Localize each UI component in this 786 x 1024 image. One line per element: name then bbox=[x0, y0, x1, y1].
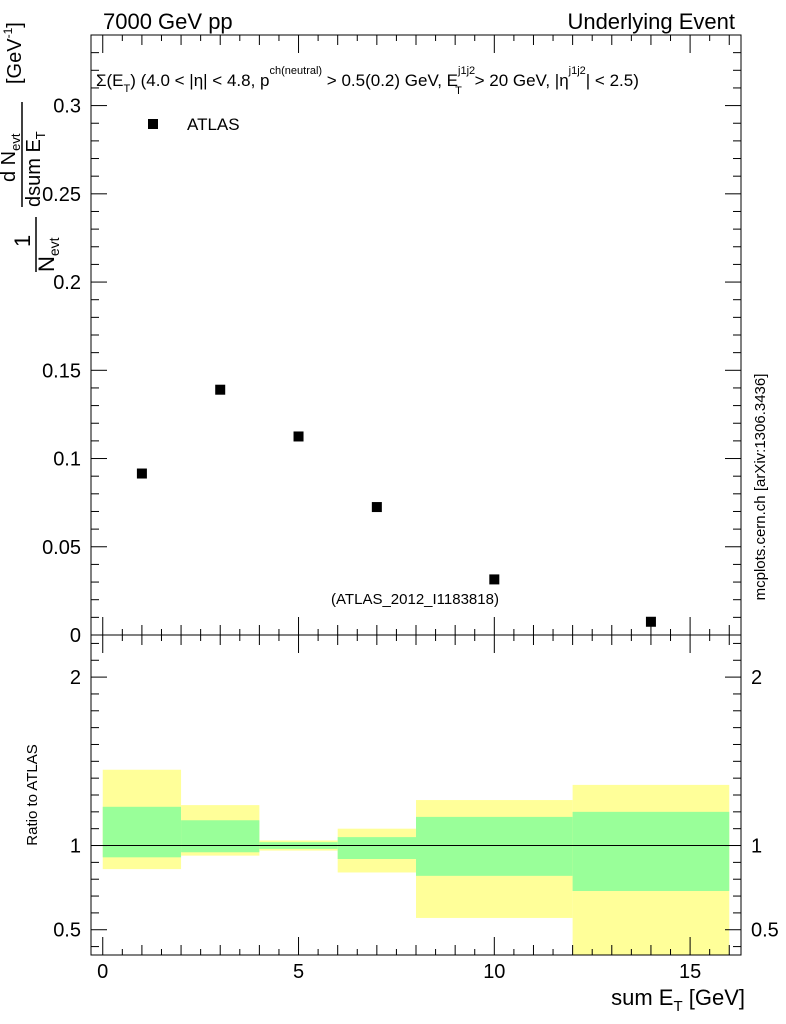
ratio-x-tick-label: 0 bbox=[97, 961, 108, 983]
main-data-points bbox=[136, 384, 656, 627]
ratio-y-tick-label-right: 0.5 bbox=[751, 920, 779, 942]
legend-label-atlas: ATLAS bbox=[187, 115, 240, 134]
header-right-label: Underlying Event bbox=[567, 9, 735, 34]
ratio-panel: 0.5 0.5 1 1 2 2 0 5 10 15 Ratio to ATLAS sum ET … bbox=[24, 634, 779, 1015]
main-y-tick-labels: 0 0.05 0.1 0.15 0.2 0.25 0.3 bbox=[42, 96, 81, 647]
main-plot-title: Σ(ET) (4.0 < |η| < 4.8, pch(neutral) > 0… bbox=[96, 65, 639, 97]
ratio-x-tick-labels: 0 5 10 15 bbox=[97, 961, 701, 983]
ratio-y-axis-label: Ratio to ATLAS bbox=[24, 744, 41, 845]
ratio-x-tick-label: 5 bbox=[293, 961, 304, 983]
data-point bbox=[489, 574, 500, 585]
ratio-x-tick-label: 15 bbox=[679, 961, 701, 983]
x-axis-label: sum ET [GeV] bbox=[611, 985, 745, 1015]
main-y-tick-label: 0.05 bbox=[42, 537, 81, 559]
main-tick-marks bbox=[91, 34, 741, 636]
data-point bbox=[645, 616, 656, 627]
ratio-y-tick-labels: 0.5 0.5 1 1 2 2 bbox=[53, 667, 779, 942]
svg-text:[GeV-1]: [GeV-1] bbox=[1, 22, 26, 84]
ratio-band-inner bbox=[337, 837, 416, 859]
ratio-y-tick-label-right: 2 bbox=[751, 667, 762, 689]
ratio-y-tick-label-right: 1 bbox=[751, 836, 762, 858]
ratio-band-inner bbox=[572, 811, 730, 891]
main-y-tick-label: 0.1 bbox=[53, 449, 81, 471]
data-point bbox=[215, 384, 226, 395]
svg-text:Nevt: Nevt bbox=[34, 237, 62, 272]
ratio-y-tick-label-left: 1 bbox=[70, 836, 81, 858]
data-point bbox=[293, 431, 304, 442]
ratio-band-inner bbox=[416, 816, 573, 876]
analysis-tag: (ATLAS_2012_I1183818) bbox=[331, 591, 499, 608]
ratio-bands bbox=[102, 769, 730, 955]
main-y-tick-label: 0.3 bbox=[53, 96, 81, 118]
ratio-band-inner bbox=[181, 820, 260, 853]
watermark: mcplots.cern.ch [arXiv:1306.3436] bbox=[752, 374, 769, 601]
main-y-tick-label: 0.15 bbox=[42, 360, 81, 382]
main-y-tick-label: 0.2 bbox=[53, 272, 81, 294]
ratio-y-tick-label-left: 2 bbox=[70, 667, 81, 689]
ratio-tick-marks bbox=[91, 635, 741, 955]
ratio-band-inner bbox=[102, 806, 182, 858]
main-y-axis-label: 1 Nevt d Nevt dsum ET [GeV-1] bbox=[0, 22, 62, 272]
ratio-x-tick-label: 10 bbox=[483, 961, 505, 983]
svg-text:1: 1 bbox=[10, 235, 35, 247]
main-y-tick-label: 0.25 bbox=[42, 184, 81, 206]
data-point bbox=[136, 468, 147, 479]
ratio-y-tick-label-left: 0.5 bbox=[53, 920, 81, 942]
main-panel: 0 0.05 0.1 0.15 0.2 0.25 0.3 Σ(ET) (4.0 < |η| … bbox=[0, 22, 769, 647]
svg-text:d Nevt: d Nevt bbox=[0, 133, 23, 182]
main-y-tick-label: 0 bbox=[70, 625, 81, 647]
data-point bbox=[371, 502, 382, 513]
legend-marker-atlas bbox=[148, 119, 158, 129]
header-left-label: 7000 GeV pp bbox=[103, 9, 233, 34]
svg-text:dsum ET: dsum ET bbox=[23, 131, 48, 207]
